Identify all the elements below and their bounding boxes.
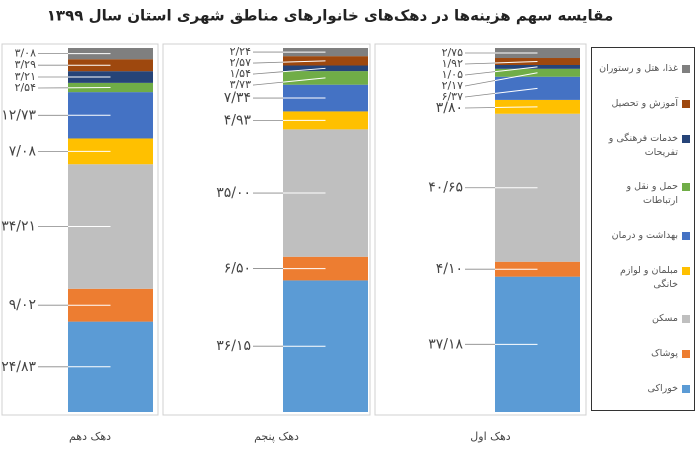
chart-title: مقایسه سهم هزینه‌ها در دهک‌های خانوارهای…: [47, 7, 613, 25]
legend-label: خوراکی: [647, 382, 678, 394]
value-label: ۳/۸۰: [436, 100, 463, 116]
value-label: ۱/۹۲: [442, 57, 464, 70]
legend-item: خوراکی: [596, 382, 690, 396]
legend-swatch: [682, 134, 690, 143]
value-label: ۱/۵۴: [230, 67, 252, 80]
value-label: ۶/۳۷: [442, 90, 464, 103]
legend-swatch: [682, 231, 690, 240]
legend-swatch: [682, 183, 690, 192]
legend-item: مبلمان و لوازم خانگی: [596, 264, 690, 292]
panel: [1, 43, 159, 416]
legend-label: مبلمان و لوازم خانگی: [619, 264, 678, 290]
legend-label: غذا، هتل و رستوران: [599, 63, 678, 75]
legend: غذا، هتل و رستوران آموزش و تحصیل خدمات فره…: [591, 47, 695, 411]
value-label: ۴۰/۶۵: [428, 180, 463, 196]
legend-item: آموزش و تحصیل: [596, 97, 690, 111]
value-label: ۴/۱۰: [436, 261, 463, 277]
value-label: ۳۶/۱۵: [216, 338, 251, 354]
legend-swatch: [682, 384, 690, 393]
value-label: ۲/۲۴: [230, 45, 252, 58]
legend-swatch: [682, 315, 690, 324]
value-label: ۳۴/۲۱: [1, 219, 36, 235]
x-tick-label: دهک پنجم: [254, 430, 299, 443]
x-tick-label: دهک اول: [470, 430, 511, 443]
legend-item: خدمات فرهنگی و تفریحات: [596, 132, 690, 160]
legend-item: بهداشت و درمان: [596, 229, 690, 243]
legend-label: آموزش و تحصیل: [611, 97, 678, 109]
legend-label: خدمات فرهنگی و تفریحات: [608, 132, 678, 158]
value-label: ۲/۵۷: [230, 56, 252, 69]
leader-line: [464, 93, 496, 98]
leader-line: [464, 62, 496, 65]
leader-line: [252, 71, 284, 75]
value-label: ۱۲/۷۳: [1, 107, 36, 123]
value-label: ۶/۵۰: [224, 261, 251, 277]
bar-segment: [495, 99, 580, 114]
leader-line: [252, 61, 284, 64]
value-label: ۹/۰۲: [9, 297, 36, 313]
panel: [374, 43, 587, 416]
value-label: ۳/۷۳: [230, 78, 252, 91]
legend-swatch: [682, 65, 690, 74]
value-label: ۲/۷۵: [442, 46, 464, 59]
value-label: ۴/۹۳: [224, 112, 252, 128]
value-label: ۲۴/۸۳: [1, 359, 36, 375]
legend-label: مسکن: [651, 313, 678, 325]
x-tick-label: دهک دهم: [69, 430, 111, 443]
panel: [162, 43, 371, 416]
legend-item: مسکن: [596, 312, 690, 326]
value-label: ۳/۲۹: [15, 58, 37, 71]
leader-line: [464, 71, 496, 76]
legend-item: غذا، هتل و رستوران: [596, 62, 690, 76]
legend-item: پوشاک: [596, 347, 690, 361]
legend-swatch: [682, 266, 690, 275]
legend-label: پوشاک: [651, 347, 678, 359]
value-label: ۳۷/۱۸: [428, 336, 463, 352]
legend-label: حمل و نقل و ارتباطات: [626, 181, 678, 207]
value-label: ۳/۰۸: [15, 47, 37, 60]
value-label: ۱/۰۵: [442, 68, 464, 81]
value-label: ۳۵/۰۰: [216, 185, 251, 201]
legend-label: بهداشت و درمان: [611, 229, 678, 241]
value-label: ۲/۱۷: [442, 79, 464, 92]
value-label: ۲/۵۴: [15, 81, 37, 94]
legend-swatch: [682, 349, 690, 358]
value-label: ۷/۰۸: [9, 143, 37, 159]
value-label: ۳/۲۱: [15, 70, 36, 83]
legend-swatch: [682, 99, 690, 108]
leader-line: [464, 80, 496, 87]
value-label: ۷/۳۴: [224, 90, 251, 106]
leader-line: [252, 81, 284, 86]
legend-item: حمل و نقل و ارتباطات: [596, 180, 690, 208]
